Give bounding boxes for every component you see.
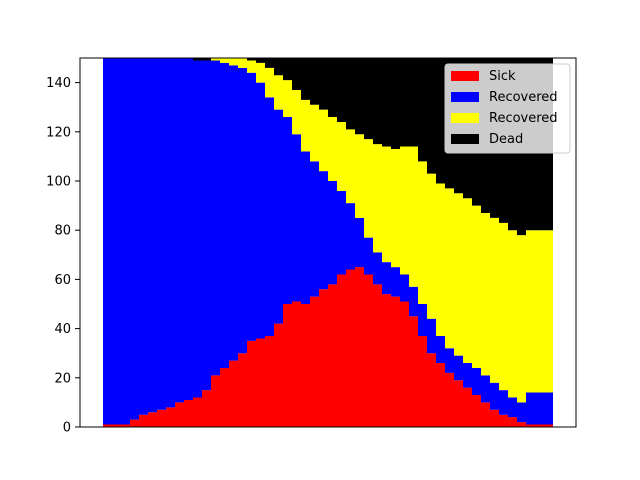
legend-label: Sick: [489, 69, 516, 84]
plot-area: [103, 58, 553, 427]
legend-box: [444, 63, 571, 154]
area-series-1: [103, 58, 553, 425]
y-tick-label: 80: [54, 224, 71, 239]
legend-swatch: [451, 134, 479, 144]
area-series-2: [103, 58, 553, 403]
plot-frame: [79, 57, 577, 428]
area-series-3: [103, 58, 553, 236]
y-axis: 0 20 40 60 80 100 120 140: [46, 76, 80, 436]
legend-swatch: [451, 113, 479, 123]
y-tick-label: 20: [54, 371, 71, 386]
y-tick-label: 100: [46, 175, 71, 190]
y-tick-label: 140: [46, 76, 71, 91]
legend-label: Recovered: [489, 90, 558, 105]
y-tick-label: 0: [63, 421, 71, 436]
legend: Sick Recovered Recovered Dead: [444, 63, 571, 154]
legend-label: Dead: [489, 132, 523, 147]
legend-label: Recovered: [489, 111, 558, 126]
y-tick-label: 120: [46, 125, 71, 140]
legend-swatch: [451, 92, 479, 102]
area-series-0: [103, 267, 553, 427]
legend-swatch: [451, 71, 479, 81]
y-tick-label: 60: [54, 273, 71, 288]
y-tick-label: 40: [54, 322, 71, 337]
